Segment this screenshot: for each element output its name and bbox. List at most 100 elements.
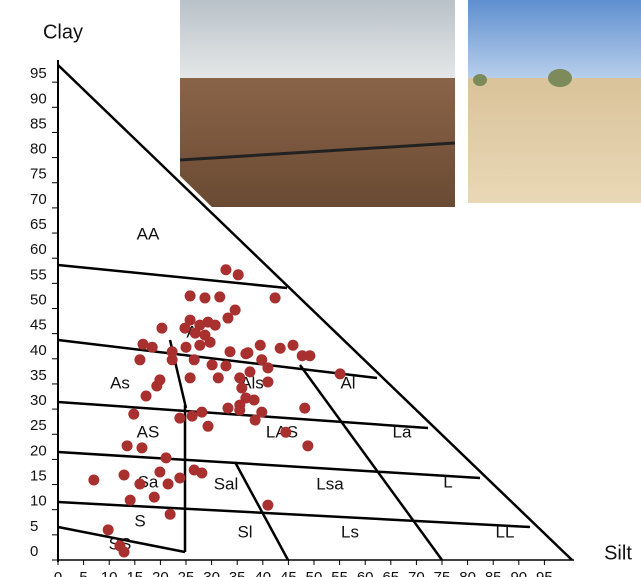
y-tick-label: 5: [30, 518, 38, 535]
data-point: [242, 347, 253, 358]
y-tick-label: 80: [30, 141, 47, 158]
data-point: [154, 466, 165, 477]
y-tick-label: 25: [30, 417, 47, 434]
zone-label: AA: [137, 224, 160, 243]
data-point: [270, 292, 281, 303]
y-tick-label: 85: [30, 115, 47, 132]
data-point: [210, 320, 221, 331]
x-axis-label: Silt: [604, 542, 632, 564]
data-point: [151, 380, 162, 391]
data-point: [213, 372, 224, 383]
x-tick-label: 80: [459, 569, 476, 577]
data-point: [119, 546, 130, 557]
x-tick-label: 85: [485, 569, 502, 577]
data-point: [163, 479, 174, 490]
y-tick-label: 15: [30, 468, 47, 485]
data-point: [189, 354, 200, 365]
data-point: [185, 290, 196, 301]
data-point: [299, 403, 310, 414]
data-point: [262, 500, 273, 511]
data-point: [119, 469, 130, 480]
x-tick-label: 0: [54, 569, 62, 577]
data-point: [304, 350, 315, 361]
x-tick-label: 60: [357, 569, 374, 577]
x-tick-label: 25: [178, 569, 195, 577]
data-point: [245, 366, 256, 377]
data-point: [122, 440, 133, 451]
x-tick-label: 40: [254, 569, 271, 577]
data-point: [174, 413, 185, 424]
y-tick-label: 0: [30, 543, 38, 560]
data-point: [205, 337, 216, 348]
zone-label: La: [393, 422, 412, 441]
data-point: [288, 340, 299, 351]
x-tick-label: 70: [408, 569, 425, 577]
data-point: [236, 382, 247, 393]
x-tick-label: 55: [331, 569, 348, 577]
x-tick-label: 90: [510, 569, 527, 577]
data-point: [147, 342, 158, 353]
data-point: [149, 492, 160, 503]
y-tick-label: 75: [30, 166, 47, 183]
data-point: [174, 473, 185, 484]
data-point: [196, 407, 207, 418]
data-point: [196, 467, 207, 478]
zone-label: As: [110, 373, 130, 392]
data-point: [222, 313, 233, 324]
y-tick-label: 45: [30, 317, 47, 334]
y-tick-label: 20: [30, 442, 47, 459]
data-point: [161, 452, 172, 463]
x-tick-label: 5: [79, 569, 87, 577]
data-point: [199, 292, 210, 303]
x-tick-label: 75: [434, 569, 451, 577]
x-tick-label: 45: [280, 569, 297, 577]
data-point: [141, 391, 152, 402]
data-point: [220, 360, 231, 371]
data-point: [187, 411, 198, 422]
data-point: [250, 415, 261, 426]
data-point: [134, 479, 145, 490]
data-point: [181, 342, 192, 353]
data-point: [156, 323, 167, 334]
zone-label: Sl: [237, 522, 252, 541]
y-tick-label: 50: [30, 291, 47, 308]
y-tick-label: 95: [30, 65, 47, 82]
data-point: [203, 421, 214, 432]
data-point: [222, 403, 233, 414]
data-point: [233, 269, 244, 280]
data-point: [190, 328, 201, 339]
data-point: [262, 362, 273, 373]
data-point: [280, 427, 291, 438]
data-point: [165, 509, 176, 520]
zone-label: Sal: [214, 474, 239, 493]
data-point: [167, 354, 178, 365]
data-point: [255, 340, 266, 351]
y-tick-label: 40: [30, 342, 47, 359]
y-axis-label: Clay: [43, 21, 83, 43]
y-tick-label: 30: [30, 392, 47, 409]
x-tick-label: 20: [152, 569, 169, 577]
zone-label: Ls: [341, 522, 359, 541]
data-point: [234, 372, 245, 383]
data-point: [136, 442, 147, 453]
y-tick-label: 35: [30, 367, 47, 384]
data-point: [88, 475, 99, 486]
x-tick-label: 30: [203, 569, 220, 577]
data-point: [128, 409, 139, 420]
zone-label: Lsa: [316, 474, 344, 493]
zone-label: LL: [496, 522, 515, 541]
y-tick-label: 55: [30, 266, 47, 283]
data-point: [262, 376, 273, 387]
y-tick-label: 60: [30, 241, 47, 258]
zone-label: AS: [137, 422, 160, 441]
data-point: [185, 372, 196, 383]
x-tick-label: 95: [536, 569, 553, 577]
y-tick-label: 65: [30, 216, 47, 233]
data-point: [234, 405, 245, 416]
photo-sand: [468, 0, 641, 203]
data-point: [214, 291, 225, 302]
x-tick-label: 15: [126, 569, 143, 577]
data-point: [134, 354, 145, 365]
x-tick-label: 50: [306, 569, 323, 577]
y-tick-label: 90: [30, 90, 47, 107]
